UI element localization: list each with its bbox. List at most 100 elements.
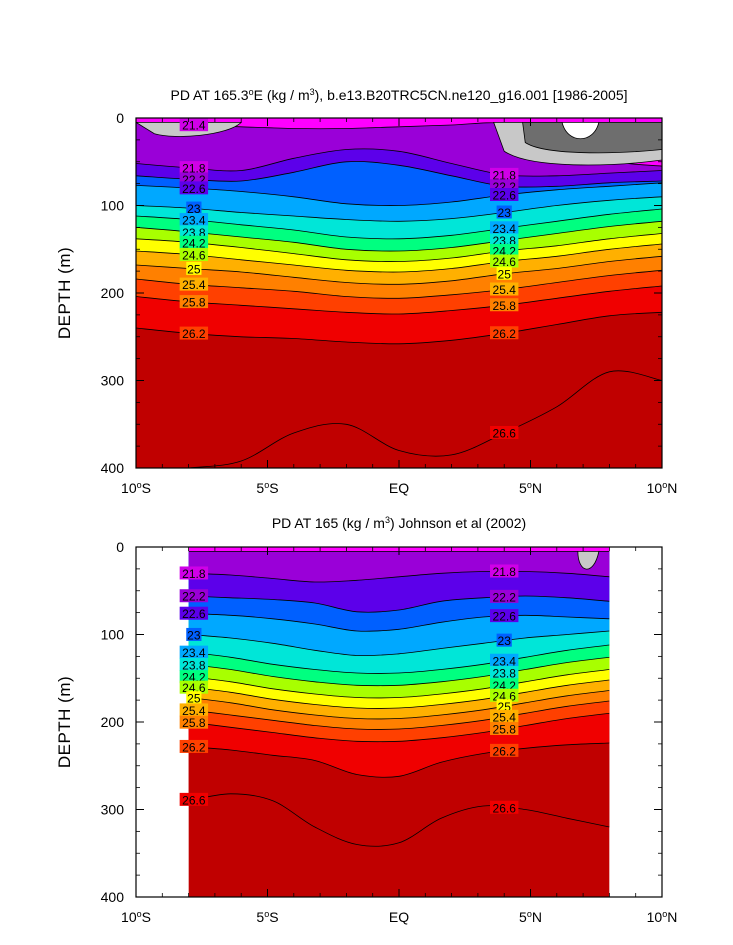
isopycnal-line — [136, 269, 662, 299]
contour-label: 26.6 — [493, 427, 517, 441]
isopycnal-line — [188, 656, 610, 687]
contour-label: 25.8 — [182, 716, 206, 730]
contour-label: 24.6 — [182, 249, 206, 263]
contour-label: 26.6 — [182, 793, 206, 807]
contour-label: 22.2 — [493, 590, 517, 604]
fill-region-low-density — [577, 550, 600, 570]
contour-label: 23 — [498, 206, 512, 220]
isopycnal-line — [136, 182, 662, 206]
contour-label: 24.2 — [182, 236, 206, 250]
contour-label: 21.8 — [182, 162, 206, 176]
y-tick-label: 300 — [101, 373, 125, 389]
contour-label: 25.4 — [493, 710, 517, 724]
isopycnal-line — [136, 220, 662, 252]
contour-label: 26.2 — [493, 327, 517, 341]
isopycnal-line — [188, 700, 610, 730]
y-axis-label: DEPTH (m) — [55, 247, 74, 339]
x-tick-label: 10oS — [121, 480, 151, 496]
fill-layer-22-2 — [188, 547, 610, 583]
contour-label: 25 — [187, 262, 201, 276]
contour-field — [188, 547, 610, 897]
isopycnal-line — [188, 742, 610, 778]
contour-label: 23.4 — [493, 654, 517, 668]
isopycnal-line — [188, 595, 610, 613]
y-tick-label: 0 — [116, 110, 124, 126]
y-tick-label: 100 — [101, 198, 125, 214]
contour-label: 26.2 — [493, 744, 517, 758]
isopycnal-line — [136, 148, 662, 177]
contour-label: 21.8 — [182, 567, 206, 581]
isopycnal-line — [188, 690, 610, 720]
contour-label: 25 — [498, 267, 512, 281]
contour-label: 22.6 — [182, 182, 206, 196]
contour-label: 23.8 — [182, 658, 206, 672]
isopycnal-line — [136, 243, 662, 273]
chart-panel-2: 21.8 21.822.2 22.222.6 22.623 2323.423.423.8… — [55, 515, 677, 925]
isopycnal-line — [188, 712, 610, 743]
x-tick-label: 10oN — [647, 480, 678, 496]
contour-label: 22.6 — [493, 610, 517, 624]
y-axis-label: DEPTH (m) — [55, 676, 74, 768]
contour-label: 23.4 — [493, 222, 517, 236]
isopycnal-line — [188, 613, 610, 632]
isopycnal-line — [136, 255, 662, 285]
isopycnal-line — [188, 630, 610, 657]
contour-label: 22.2 — [182, 590, 206, 604]
chart-title: PD AT 165.3oE (kg / m3), b.e13.B20TRC5CN… — [170, 87, 627, 103]
isopycnal-line — [184, 370, 662, 468]
contour-label: 26.2 — [182, 740, 206, 754]
chart-title: PD AT 165 (kg / m3) Johnson et al (2002) — [272, 515, 526, 531]
isopycnal-line — [188, 679, 610, 709]
contour-label: 22.6 — [182, 607, 206, 621]
isopycnal-line — [136, 196, 662, 222]
isopycnal-line — [188, 669, 610, 699]
contour-label: 24.6 — [493, 255, 517, 269]
contour-field — [136, 118, 662, 468]
isopycnal-line — [188, 644, 610, 674]
y-tick-label: 300 — [101, 802, 125, 818]
x-tick-label: 5oS — [256, 480, 278, 496]
y-tick-label: 400 — [101, 889, 125, 905]
contour-label: 26.2 — [182, 327, 206, 341]
contour-label: 25.8 — [182, 296, 206, 310]
contour-label: 25.4 — [493, 283, 517, 297]
contour-label: 25.8 — [493, 723, 517, 737]
x-tick-label: EQ — [389, 480, 409, 496]
contour-label: 25.8 — [493, 299, 517, 313]
chart-panel-1: 21.421.8 21.822.2 22.222.6 22.623 2323.423.4… — [55, 87, 677, 496]
fill-region-blank — [561, 121, 600, 139]
y-tick-label: 200 — [101, 714, 125, 730]
contour-label: 23.8 — [493, 667, 517, 681]
y-tick-label: 200 — [101, 285, 125, 301]
y-tick-label: 100 — [101, 627, 125, 643]
isopycnal-line — [136, 161, 662, 188]
isopycnal-line — [188, 570, 610, 583]
contour-label: 22.6 — [493, 189, 517, 203]
y-tick-label: 400 — [101, 460, 125, 476]
contour-label: 23.4 — [182, 646, 206, 660]
contour-label: 23 — [187, 628, 201, 642]
contour-label: 23 — [187, 202, 201, 216]
x-tick-label: 10oS — [121, 909, 151, 925]
contour-label: 25.4 — [182, 704, 206, 718]
y-tick-label: 0 — [116, 539, 124, 555]
contour-label: 23 — [498, 634, 512, 648]
x-tick-label: 5oN — [519, 909, 542, 925]
contour-label: 21.8 — [493, 565, 517, 579]
isopycnal-line — [136, 233, 662, 262]
isopycnal-line — [136, 208, 662, 240]
isopycnal-line — [136, 311, 662, 345]
isopycnal-line — [188, 793, 610, 847]
x-tick-label: 10oN — [647, 909, 678, 925]
contour-label: 25.4 — [182, 278, 206, 292]
contour-label: 21.4 — [182, 119, 206, 133]
contour-label: 23.4 — [182, 214, 206, 228]
x-tick-label: 5oS — [256, 909, 278, 925]
contour-label: 26.6 — [493, 801, 517, 815]
x-tick-label: EQ — [389, 909, 409, 925]
isopycnal-line — [136, 285, 662, 315]
x-tick-label: 5oN — [519, 480, 542, 496]
contour-label: 21.8 — [493, 168, 517, 182]
contour-label: 25 — [187, 692, 201, 706]
